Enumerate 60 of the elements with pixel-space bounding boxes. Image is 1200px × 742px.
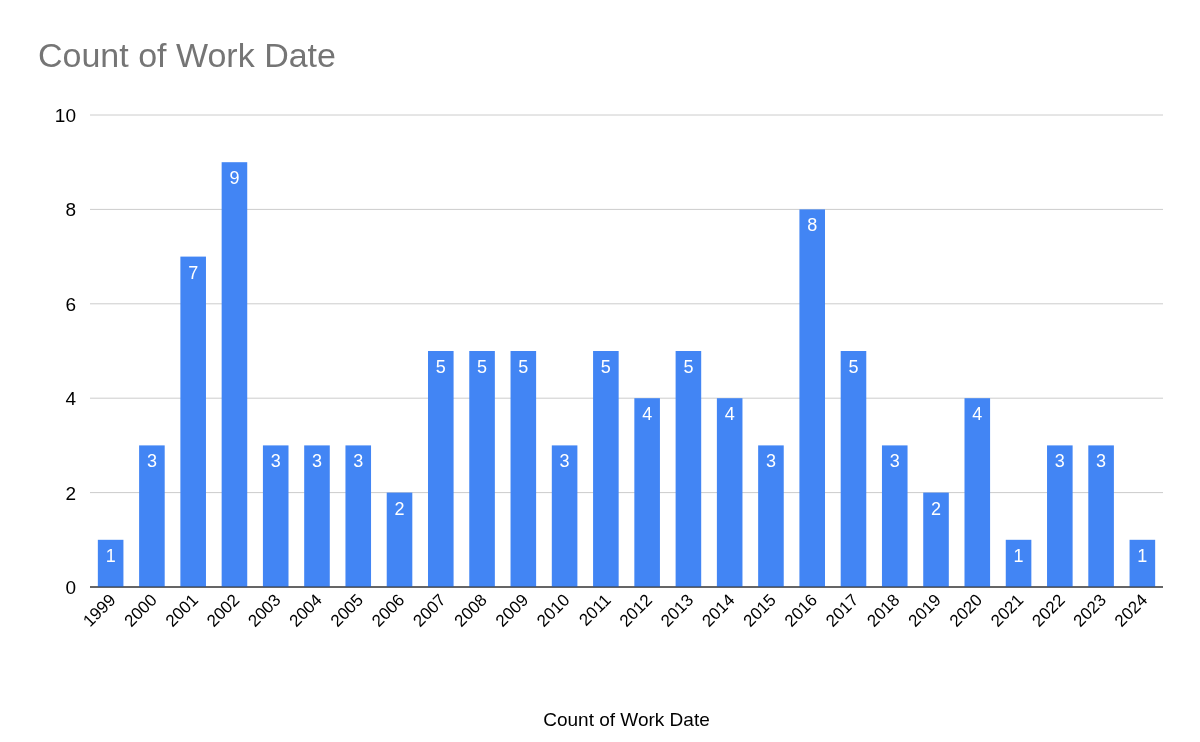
data-label: 5 (600, 357, 611, 377)
data-label: 3 (353, 451, 364, 472)
bar (221, 162, 248, 587)
data-label: 7 (188, 262, 199, 283)
chart-title: Count of Work Date (38, 36, 336, 74)
data-label: 5 (477, 357, 488, 377)
y-tick-label: 4 (65, 388, 77, 410)
bar (469, 351, 495, 587)
data-label: 5 (848, 357, 859, 377)
bar (716, 398, 743, 587)
bar (964, 398, 991, 587)
bar (1129, 539, 1156, 587)
bar (881, 445, 908, 587)
data-label: 1 (105, 545, 116, 566)
y-tick-label: 0 (65, 577, 76, 598)
data-label: 3 (1096, 451, 1107, 472)
bar (675, 351, 702, 587)
data-label: 2 (394, 498, 405, 519)
bar (345, 445, 372, 587)
data-label: 3 (146, 451, 157, 472)
data-label: 8 (807, 215, 818, 236)
data-label: 3 (270, 451, 281, 472)
bar (799, 209, 825, 587)
bar (634, 398, 660, 587)
bar (923, 492, 949, 587)
x-axis-title: Count of Work Date (543, 709, 710, 730)
data-label: 1 (1137, 545, 1148, 566)
bar (180, 256, 206, 587)
y-tick-label: 10 (54, 105, 76, 126)
data-label: 9 (229, 168, 240, 189)
data-label: 4 (724, 404, 735, 425)
y-tick-label: 6 (65, 293, 76, 315)
data-label: 1 (1013, 545, 1024, 566)
data-label: 2 (931, 498, 942, 519)
bar (840, 351, 867, 587)
bar (1047, 445, 1073, 587)
bar (97, 539, 124, 587)
bar (551, 445, 578, 587)
bar (304, 445, 330, 587)
data-label: 5 (683, 357, 694, 377)
data-label: 3 (311, 451, 322, 472)
bar (1005, 539, 1032, 587)
data-label: 3 (1054, 451, 1065, 472)
y-tick-label: 2 (65, 482, 76, 504)
bar (428, 351, 454, 587)
bar (758, 445, 784, 587)
data-label: 5 (518, 357, 529, 377)
bar (262, 445, 289, 587)
bar (593, 351, 619, 587)
data-label: 5 (435, 357, 446, 377)
bar (510, 351, 537, 587)
bar (386, 492, 413, 587)
bar (1088, 445, 1114, 587)
data-label: 4 (972, 404, 983, 425)
bar (139, 445, 165, 587)
data-label: 3 (889, 451, 900, 472)
y-tick-label: 8 (65, 199, 76, 221)
data-label: 4 (642, 404, 653, 425)
data-label: 3 (765, 451, 776, 472)
data-label: 3 (559, 451, 570, 472)
